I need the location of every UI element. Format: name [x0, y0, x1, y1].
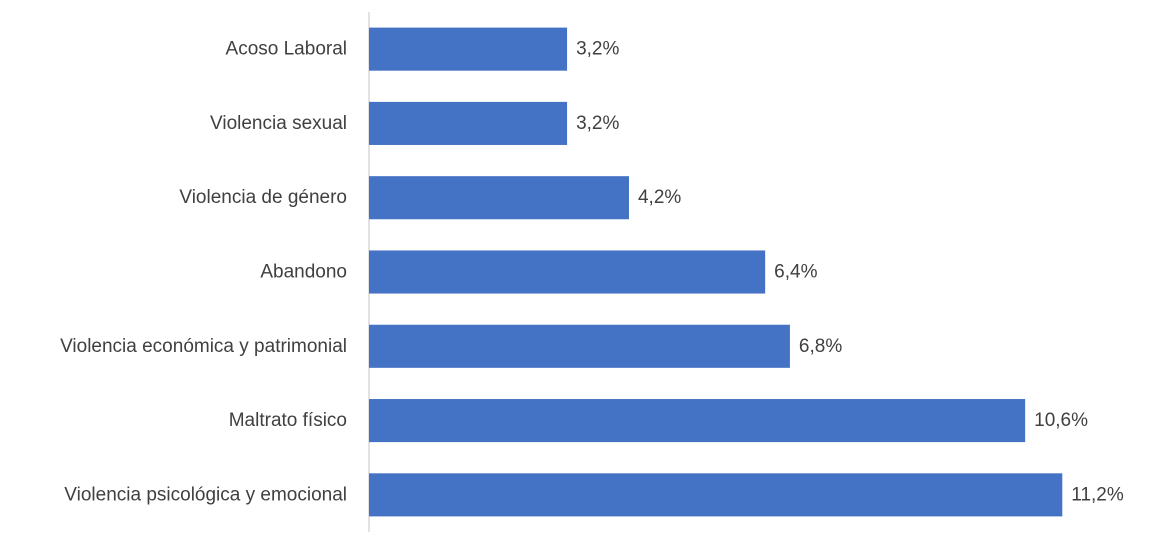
category-label: Violencia de género: [179, 187, 347, 208]
bar: [369, 324, 790, 368]
value-label: 4,2%: [638, 187, 681, 208]
category-label: Acoso Laboral: [226, 39, 347, 60]
bars-group: [369, 27, 1063, 517]
value-labels-group: 3,2% 3,2% 4,2% 6,4% 6,8% 10,6% 11,2%: [576, 39, 1124, 506]
value-label: 6,8%: [799, 336, 842, 357]
bar: [369, 250, 766, 294]
category-label: Violencia sexual: [210, 113, 347, 134]
category-label: Violencia económica y patrimonial: [60, 336, 347, 357]
bar: [369, 176, 629, 220]
value-label: 3,2%: [576, 39, 619, 60]
bar: [369, 101, 568, 145]
bar: [369, 27, 568, 71]
value-label: 11,2%: [1071, 484, 1124, 505]
category-label: Violencia psicológica y emocional: [64, 484, 347, 505]
category-label: Abandono: [260, 262, 347, 283]
category-label: Maltrato físico: [229, 410, 347, 431]
bar: [369, 473, 1063, 517]
value-label: 6,4%: [774, 262, 817, 283]
value-label: 10,6%: [1034, 410, 1088, 431]
bar: [369, 399, 1026, 443]
category-labels-group: Acoso Laboral Violencia sexual Violencia d…: [60, 39, 347, 506]
value-label: 3,2%: [576, 113, 619, 134]
